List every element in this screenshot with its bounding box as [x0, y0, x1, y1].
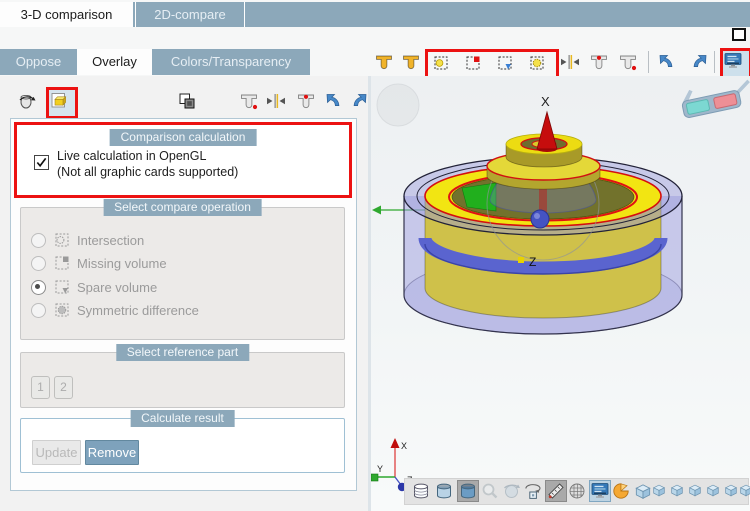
undo-icon[interactable] [657, 52, 677, 72]
superimpose-icon[interactable] [177, 91, 197, 111]
view-cube-icon[interactable] [687, 482, 703, 498]
tab-3d-comparison[interactable]: 3-D comparison [0, 2, 133, 27]
watermark-circle [376, 83, 420, 127]
view-cube-icon[interactable] [651, 482, 667, 498]
symmetric-difference-icon[interactable] [530, 56, 544, 70]
zoom-icon [480, 481, 500, 501]
radio-circle-selected [31, 280, 46, 295]
symmetric-difference-icon [55, 303, 69, 317]
redo-icon[interactable] [349, 91, 369, 111]
clamp-add-icon[interactable] [296, 91, 316, 111]
comparison-calculation-section: Comparison calculation Live calculation … [14, 122, 352, 198]
rotate-sphere-icon [502, 481, 522, 501]
intersection-icon [55, 233, 69, 247]
compare-operation-section: Select compare operation Intersection Mi… [20, 199, 345, 340]
cylinder-wireframe-icon[interactable] [411, 481, 431, 501]
z-marker [518, 257, 524, 263]
tab-overlay[interactable]: Overlay [77, 49, 152, 75]
display-settings-icon[interactable] [723, 51, 743, 71]
cylinder-solid-icon[interactable] [457, 480, 479, 502]
update-button: Update [32, 440, 81, 465]
view-cube-icon[interactable] [669, 482, 685, 498]
reference-part-1-button: 1 [31, 376, 50, 399]
overlay-mode-icon[interactable] [49, 90, 69, 110]
intersection-icon[interactable] [434, 56, 448, 70]
model-z-label: Z [529, 255, 536, 269]
radio-circle [31, 303, 46, 318]
remove-button[interactable]: Remove [85, 440, 139, 465]
triad-x-label: X [401, 441, 407, 451]
section-title: Select compare operation [103, 199, 262, 216]
model-x-label: X [541, 94, 550, 109]
spare-volume-icon[interactable] [498, 56, 512, 70]
section-title: Select reference part [115, 344, 250, 361]
clamp-yellow-icon[interactable] [401, 52, 421, 72]
align-parts-icon[interactable] [560, 52, 580, 72]
view-cube-icon[interactable] [723, 482, 739, 498]
scene-3d: Z X X Y Z [371, 77, 750, 492]
y-axis-arrowhead [372, 205, 381, 215]
triad-y-label: Y [377, 464, 383, 474]
model-3d[interactable]: Z X [403, 94, 683, 335]
tab-2d-compare[interactable]: 2D-compare [135, 2, 245, 27]
undo-icon[interactable] [324, 91, 344, 111]
toolbar-separator [648, 51, 649, 73]
section-cut-icon[interactable] [611, 481, 631, 501]
overlay-panel: Comparison calculation Live calculation … [0, 76, 368, 511]
tab-oppose[interactable]: Oppose [0, 49, 77, 75]
live-calculation-checkbox[interactable] [34, 155, 49, 170]
missing-volume-icon[interactable] [466, 56, 480, 70]
cylinder-transparent-icon[interactable] [434, 481, 454, 501]
rotate-oppose-icon[interactable] [17, 91, 37, 111]
viewport-3d[interactable]: Z X X Y Z [371, 76, 750, 511]
measure-icon[interactable] [545, 480, 567, 502]
maximize-icon[interactable] [732, 28, 746, 41]
clamp-remove-icon[interactable] [239, 91, 259, 111]
clamp-add-icon[interactable] [589, 52, 609, 72]
calculate-result-section: Calculate result Update Remove [20, 410, 345, 473]
reference-part-section: Select reference part 1 2 [20, 344, 345, 408]
iso-cube-icon[interactable] [633, 481, 653, 501]
clamp-remove-icon[interactable] [618, 52, 638, 72]
align-parts-icon[interactable] [266, 91, 286, 111]
radio-circle [31, 256, 46, 271]
section-title: Comparison calculation [109, 129, 257, 146]
tab-colors-transparency[interactable]: Colors/Transparency [152, 49, 310, 75]
turntable-icon[interactable] [523, 481, 543, 501]
live-calculation-label: Live calculation in OpenGL (Not all grap… [57, 149, 239, 179]
viewport-toolbar [404, 478, 749, 505]
missing-volume-icon [55, 256, 69, 270]
redo-icon[interactable] [689, 52, 709, 72]
clamp-yellow-icon[interactable] [374, 52, 394, 72]
view-cube-icon[interactable] [738, 482, 750, 498]
toolbar-separator [714, 51, 715, 73]
section-title: Calculate result [130, 410, 235, 427]
render-display-icon[interactable] [589, 480, 611, 502]
reference-part-2-button: 2 [54, 376, 73, 399]
radio-circle [31, 233, 46, 248]
view-cube-icon[interactable] [705, 482, 721, 498]
anaglyph-glasses-icon[interactable] [679, 77, 750, 118]
mesh-icon[interactable] [567, 481, 587, 501]
spare-volume-icon [55, 280, 69, 294]
